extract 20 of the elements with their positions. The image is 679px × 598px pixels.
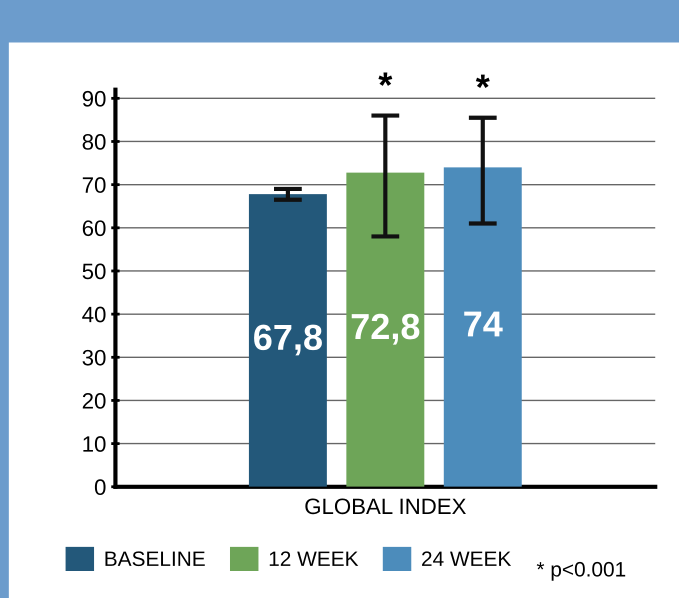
legend-label: 12 WEEK <box>270 551 358 566</box>
y-tick-label: 80 <box>82 134 106 150</box>
y-tick-label: 50 <box>82 264 106 280</box>
y-tick-label: 30 <box>82 350 106 366</box>
y-tick-label: 40 <box>82 306 106 322</box>
y-tick-label: 60 <box>82 220 106 236</box>
text: * <box>378 72 392 86</box>
legend-label: BASELINE <box>105 551 205 566</box>
data-label: 72,8 <box>352 314 420 345</box>
x-tick-label: GLOBAL INDEX <box>305 498 466 514</box>
y-tick-label: 0 <box>94 479 106 496</box>
y-tick-label: 20 <box>82 392 106 409</box>
y-tick-label: 70 <box>82 177 106 193</box>
legend-label: 24 WEEK <box>422 551 512 566</box>
y-tick-label: 10 <box>83 436 106 452</box>
text: * p<0.001 <box>536 562 626 581</box>
text: * <box>476 74 490 88</box>
y-tick-label: 90 <box>82 90 106 107</box>
data-label: 67,8 <box>254 324 322 356</box>
data-label: 74 <box>464 312 503 336</box>
